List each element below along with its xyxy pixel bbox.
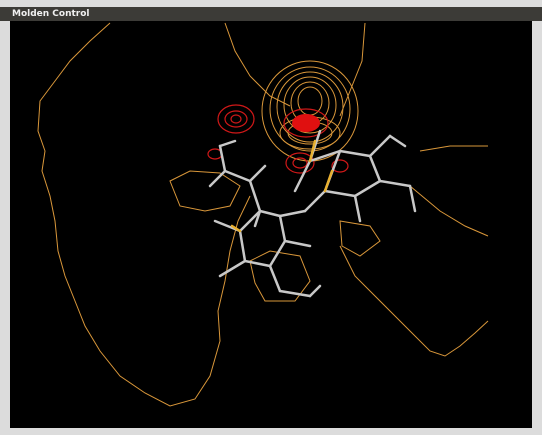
app-window: Molden Control [0,0,542,435]
title-bar: Molden Control [0,7,542,21]
molecule-view [10,21,532,428]
window-title: Molden Control [12,7,90,21]
